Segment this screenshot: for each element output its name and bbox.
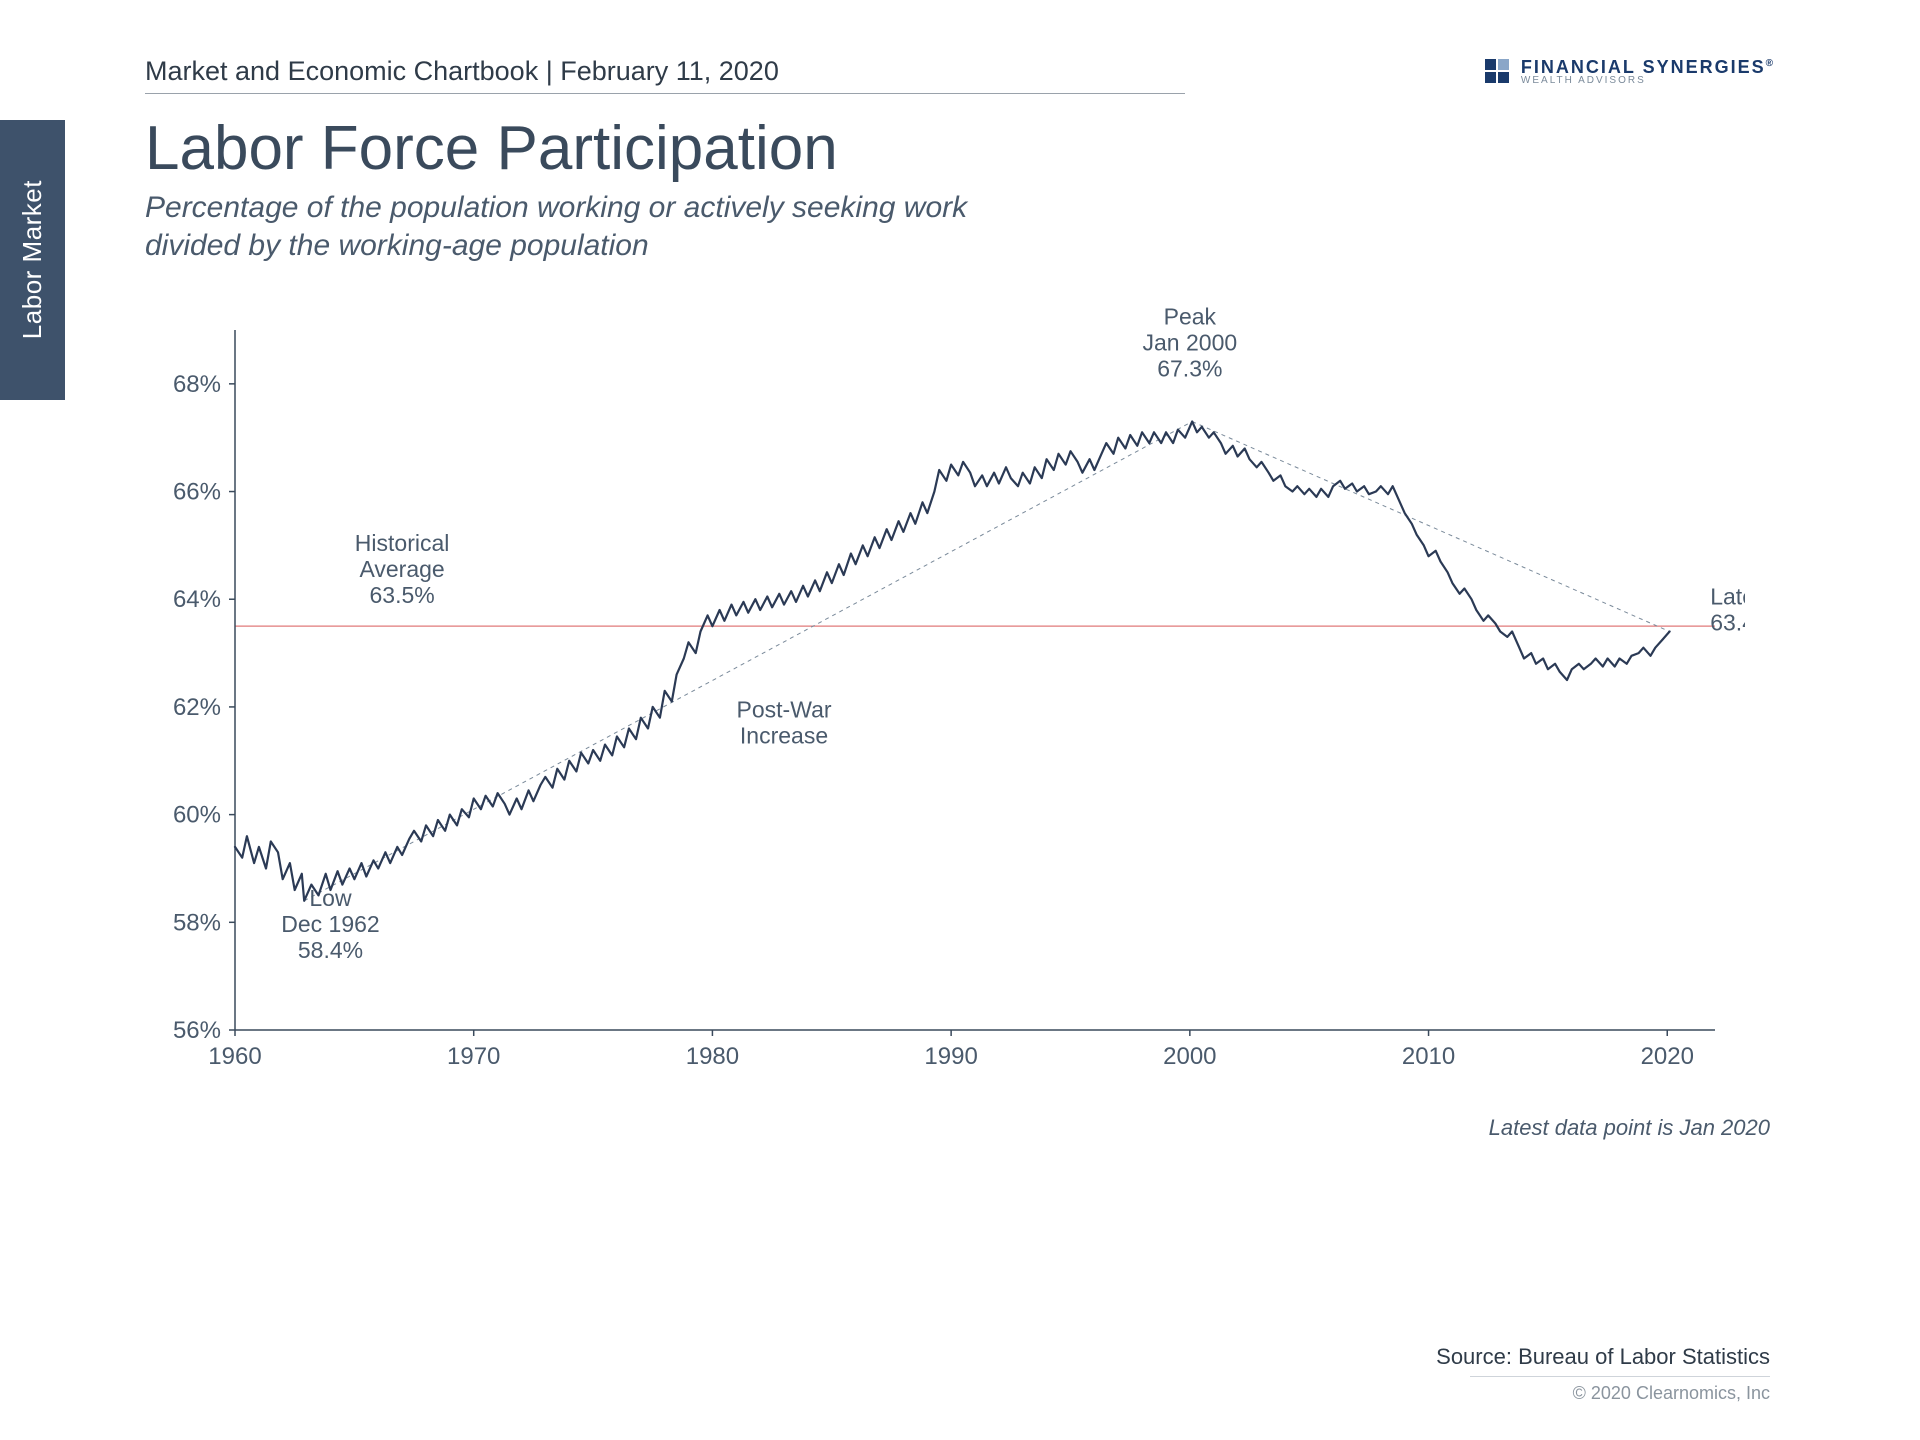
annotation-text: Historical xyxy=(355,530,450,556)
line-chart: 56% 58% 60% 62% 64% 66% 68% 1960 1970 1980 1990 200… xyxy=(145,300,1745,1120)
y-tick-label: 62% xyxy=(173,694,221,721)
annotation-text: 63.4% xyxy=(1710,610,1745,636)
annotation-text: Peak xyxy=(1164,304,1217,330)
x-tick-label: 2020 xyxy=(1641,1043,1694,1070)
header-strip: Market and Economic Chartbook | February… xyxy=(145,55,1775,95)
participation-line xyxy=(235,422,1670,901)
title-block: Labor Force Participation Percentage of … xyxy=(145,115,967,264)
side-tab: Labor Market xyxy=(0,120,65,400)
y-tick-label: 68% xyxy=(173,371,221,398)
brand-logo: FINANCIAL SYNERGIES® WEALTH ADVISORS xyxy=(1485,58,1775,92)
brand-logo-mark xyxy=(1485,59,1511,85)
brand-logo-text: FINANCIAL SYNERGIES® WEALTH ADVISORS xyxy=(1521,58,1775,86)
annotation-text: 58.4% xyxy=(298,937,363,963)
chart-area: 56% 58% 60% 62% 64% 66% 68% 1960 1970 1980 1990 200… xyxy=(145,300,1745,1120)
page-root: Labor Market Market and Economic Chartbo… xyxy=(0,0,1920,1440)
annotation-text: Post-War xyxy=(737,697,832,723)
source-attribution: Source: Bureau of Labor Statistics xyxy=(1436,1344,1770,1370)
x-tick-label: 1960 xyxy=(208,1043,261,1070)
annotation-text: Latest xyxy=(1710,584,1745,610)
chart-footnote: Latest data point is Jan 2020 xyxy=(1489,1115,1770,1141)
annotation-text: Increase xyxy=(740,723,828,749)
annotation-text: 63.5% xyxy=(369,582,434,608)
x-tick-label: 1980 xyxy=(686,1043,739,1070)
annotation-text: Average xyxy=(359,556,444,582)
y-tick-label: 56% xyxy=(173,1017,221,1044)
y-tick-label: 64% xyxy=(173,586,221,613)
header-title: Market and Economic Chartbook | February… xyxy=(145,56,1185,94)
x-tick-label: 1970 xyxy=(447,1043,500,1070)
y-tick-label: 66% xyxy=(173,479,221,506)
y-tick-label: 58% xyxy=(173,909,221,936)
subtitle-line1: Percentage of the population working or … xyxy=(145,191,967,224)
trend-line-0 xyxy=(304,422,1192,901)
x-tick-label: 2000 xyxy=(1163,1043,1216,1070)
trend-line-1 xyxy=(1192,422,1669,632)
subtitle-line2: divided by the working-age population xyxy=(145,229,649,262)
copyright: © 2020 Clearnomics, Inc xyxy=(1470,1376,1770,1404)
x-tick-label: 1990 xyxy=(924,1043,977,1070)
trademark-icon: ® xyxy=(1766,58,1775,69)
brand-logo-line2: WEALTH ADVISORS xyxy=(1521,76,1775,86)
chart-subtitle: Percentage of the population working or … xyxy=(145,189,967,264)
side-tab-label: Labor Market xyxy=(17,180,48,339)
x-tick-label: 2010 xyxy=(1402,1043,1455,1070)
annotation-text: 67.3% xyxy=(1157,356,1222,382)
y-tick-label: 60% xyxy=(173,802,221,829)
annotation-text: Low xyxy=(309,885,352,911)
annotation-text: Dec 1962 xyxy=(281,911,379,937)
annotation-text: Jan 2000 xyxy=(1143,330,1238,356)
chart-title: Labor Force Participation xyxy=(145,115,967,183)
brand-logo-line1: FINANCIAL SYNERGIES xyxy=(1521,57,1766,77)
